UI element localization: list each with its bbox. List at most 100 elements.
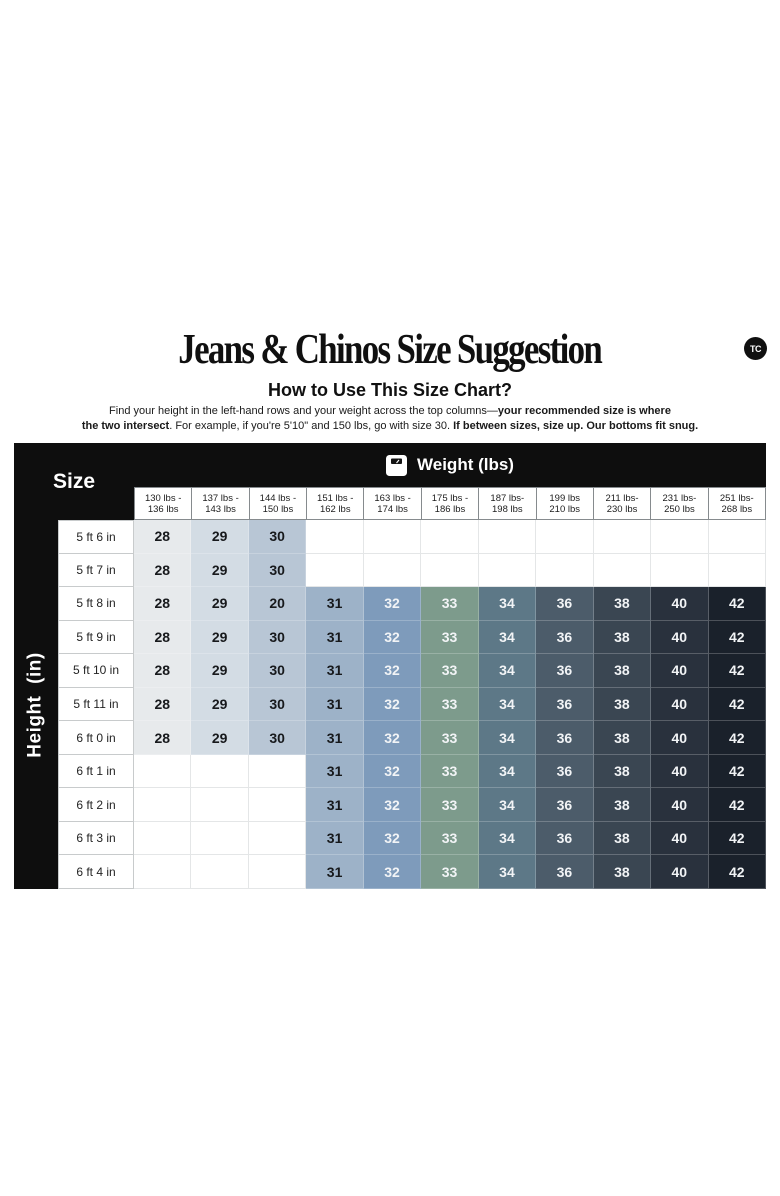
size-cell-value: 29 — [191, 721, 249, 755]
table-row: 6 ft 4 in 31 32 33 34 36 38 40 42 — [58, 855, 766, 890]
size-cell-empty — [306, 520, 364, 554]
weight-range-line1: 130 lbs - — [144, 492, 182, 504]
size-cell-value: 34 — [478, 687, 537, 722]
height-label: 5 ft 10 in — [58, 654, 134, 688]
size-cell-empty — [708, 520, 766, 554]
size-cell-value: 29 — [191, 587, 249, 621]
size-cell-value: 20 — [248, 587, 307, 621]
table-row: 6 ft 0 in 28 29 30 31 32 33 34 36 38 40 42 — [58, 721, 766, 755]
weight-range-line2: 150 lbs — [262, 503, 294, 515]
weight-range-line1: 199 lbs — [549, 492, 581, 504]
size-cell-value: 42 — [708, 587, 766, 621]
instructions-text: Find your height in the left-hand rows a… — [0, 404, 780, 434]
size-cell-value: 31 — [306, 654, 364, 688]
weight-range-line2: 186 lbs — [434, 503, 466, 515]
size-cell-value: 42 — [708, 821, 766, 856]
size-cell-value: 31 — [306, 587, 364, 621]
table-row: 6 ft 1 in 31 32 33 34 36 38 40 42 — [58, 754, 766, 789]
size-cell-value: 42 — [708, 721, 766, 755]
size-cell-value: 30 — [248, 654, 307, 688]
weight-range-line1: 163 lbs - — [374, 492, 411, 504]
height-label: 5 ft 9 in — [58, 620, 134, 655]
size-cell-value: 32 — [363, 587, 422, 621]
weight-range-cell: 151 lbs -162 lbs — [307, 487, 365, 520]
size-cell-empty — [248, 754, 307, 789]
size-cell-value: 32 — [363, 754, 422, 789]
weight-range-line1: 144 lbs - — [259, 492, 297, 504]
weight-range-line1: 211 lbs- — [605, 492, 639, 504]
height-axis-label: Height (in) — [25, 651, 46, 758]
corner-size-label: Size — [14, 443, 134, 520]
weight-range-line2: 268 lbs — [721, 503, 753, 515]
weight-range-line1: 137 lbs - — [202, 492, 239, 504]
size-grid: 5 ft 6 in 28 29 30 5 ft 7 in 28 29 30 5 ft 8 in 2… — [58, 520, 766, 890]
size-cell-empty — [191, 855, 249, 890]
size-cell-value: 34 — [478, 855, 537, 890]
table-row: 6 ft 2 in 31 32 33 34 36 38 40 42 — [58, 788, 766, 822]
weight-range-cell: 231 lbs- 250 lbs — [651, 487, 709, 520]
size-cell-value: 36 — [536, 654, 594, 688]
height-label: 6 ft 0 in — [58, 721, 134, 755]
weight-range-cell: 130 lbs -136 lbs — [134, 487, 193, 520]
size-cell-value: 34 — [478, 721, 537, 755]
size-cell-empty — [306, 553, 364, 588]
instructions-line: Find your height in the left-hand rows a… — [0, 404, 780, 419]
height-label: 5 ft 11 in — [58, 687, 134, 722]
table-row: 5 ft 6 in 28 29 30 — [58, 520, 766, 554]
table-row: 5 ft 8 in 28 29 20 31 32 33 34 36 38 40 42 — [58, 587, 766, 621]
size-cell-value: 34 — [478, 754, 537, 789]
weight-axis-header: Weight (lbs) — [134, 443, 766, 487]
weight-range-line2: 143 lbs — [205, 503, 236, 515]
weight-range-line2: 230 lbs — [606, 503, 638, 515]
size-cell-empty — [593, 520, 652, 554]
height-axis-header: Height (in) — [14, 520, 58, 889]
size-cell-value: 31 — [306, 620, 364, 655]
page-title: Jeans & Chinos Size Suggestion — [178, 327, 603, 373]
weight-range-line2: 162 lbs — [319, 503, 351, 515]
size-cell-value: 28 — [134, 721, 192, 755]
size-cell-value: 36 — [536, 788, 594, 822]
height-label: 6 ft 3 in — [58, 821, 134, 856]
size-cell-value: 32 — [363, 821, 422, 856]
size-cell-value: 30 — [248, 620, 307, 655]
size-cell-empty — [478, 553, 537, 588]
size-cell-value: 36 — [536, 721, 594, 755]
weight-range-cell: 163 lbs -174 lbs — [364, 487, 422, 520]
size-cell-empty — [421, 553, 479, 588]
weight-range-line1: 187 lbs- — [490, 492, 525, 504]
size-cell-empty — [536, 553, 594, 588]
size-cell-value: 31 — [306, 788, 364, 822]
size-cell-value: 32 — [363, 620, 422, 655]
size-cell-value: 28 — [134, 687, 192, 722]
size-cell-empty — [363, 520, 422, 554]
size-cell-value: 33 — [421, 821, 479, 856]
size-cell-value: 33 — [421, 654, 479, 688]
size-cell-value: 29 — [191, 553, 249, 588]
size-cell-value: 32 — [363, 855, 422, 890]
table-body: Height (in) 5 ft 6 in 28 29 30 5 ft 7 in 28 29… — [14, 520, 766, 890]
size-cell-value: 28 — [134, 654, 192, 688]
size-cell-empty — [708, 553, 766, 588]
instructions-segment: Find your height in the left-hand rows a… — [109, 405, 498, 417]
weight-range-line2: 198 lbs — [492, 503, 523, 515]
size-cell-value: 40 — [651, 821, 709, 856]
size-cell-value: 28 — [134, 520, 192, 554]
brand-logo-text: TC — [750, 343, 762, 354]
size-cell-value: 29 — [191, 520, 249, 554]
weight-range-cell: 211 lbs- 230 lbs — [593, 487, 652, 520]
size-cell-value: 30 — [248, 553, 307, 588]
size-cell-empty — [363, 553, 422, 588]
height-label: 5 ft 6 in — [58, 520, 134, 554]
size-cell-value: 33 — [421, 754, 479, 789]
size-cell-value: 33 — [421, 587, 479, 621]
size-cell-value: 34 — [478, 620, 537, 655]
size-cell-empty — [651, 553, 709, 588]
size-cell-value: 28 — [134, 620, 192, 655]
size-cell-value: 36 — [536, 620, 594, 655]
size-cell-empty — [651, 520, 709, 554]
weight-header-group: Weight (lbs) 130 lbs -136 lbs 137 lbs -14… — [134, 443, 766, 520]
weight-range-cell: 187 lbs- 198 lbs — [479, 487, 537, 520]
size-cell-value: 33 — [421, 620, 479, 655]
size-cell-value: 38 — [593, 620, 652, 655]
size-cell-value: 36 — [536, 855, 594, 890]
